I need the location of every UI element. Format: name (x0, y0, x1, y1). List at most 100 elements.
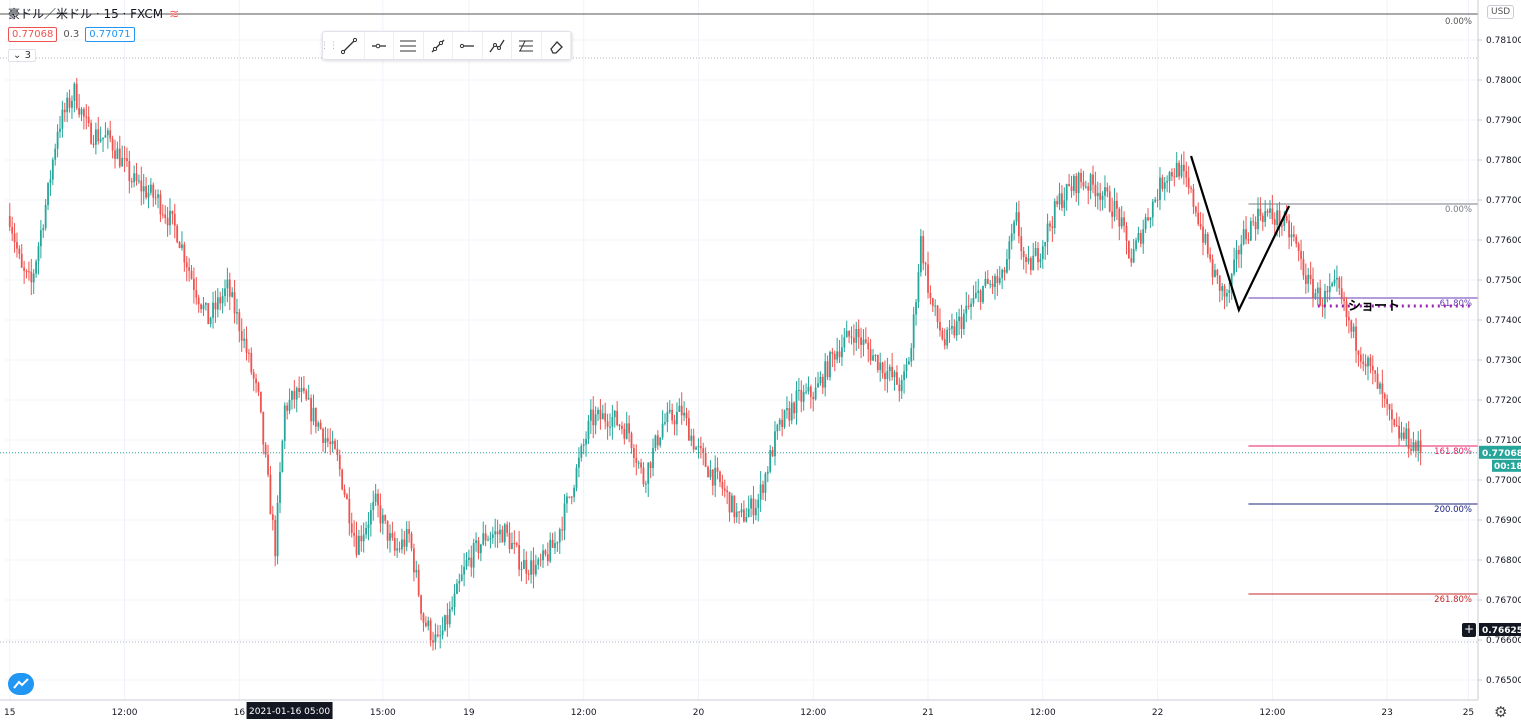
candle[interactable] (1297, 241, 1300, 262)
candle[interactable] (707, 465, 709, 478)
candle[interactable] (888, 364, 891, 382)
candle[interactable] (501, 525, 504, 543)
candle[interactable] (149, 177, 152, 196)
candle[interactable] (1017, 200, 1020, 244)
candle[interactable] (676, 402, 678, 436)
candle[interactable] (1309, 261, 1312, 285)
candle[interactable] (451, 596, 454, 612)
candle[interactable] (1226, 288, 1228, 307)
candle-series[interactable] (8, 77, 1422, 651)
candle[interactable] (919, 229, 922, 277)
candle[interactable] (860, 327, 862, 359)
candle[interactable] (238, 308, 241, 343)
candle[interactable] (661, 410, 664, 440)
candle[interactable] (379, 493, 382, 533)
candle[interactable] (690, 428, 693, 447)
candle[interactable] (161, 204, 164, 219)
candle[interactable] (1053, 198, 1056, 235)
candle[interactable] (986, 269, 989, 285)
candle[interactable] (1180, 154, 1183, 179)
candle[interactable] (570, 495, 573, 505)
candle[interactable] (1412, 431, 1415, 452)
candle[interactable] (867, 336, 870, 363)
candle[interactable] (243, 328, 246, 349)
candle[interactable] (18, 245, 21, 260)
candle[interactable] (594, 406, 597, 435)
candle[interactable] (228, 272, 231, 311)
candle[interactable] (518, 531, 521, 577)
candle[interactable] (1371, 355, 1374, 385)
candle[interactable] (649, 461, 652, 479)
candle[interactable] (1008, 235, 1011, 271)
candle[interactable] (702, 442, 705, 466)
candle[interactable] (876, 354, 879, 373)
candle[interactable] (1082, 170, 1085, 191)
candle[interactable] (740, 503, 743, 518)
candle[interactable] (1376, 367, 1379, 389)
candle[interactable] (152, 182, 155, 207)
candle[interactable] (336, 439, 339, 462)
candle[interactable] (836, 337, 839, 364)
candle[interactable] (668, 400, 671, 414)
candle[interactable] (802, 384, 805, 411)
candle[interactable] (114, 139, 116, 169)
candle[interactable] (1379, 381, 1381, 395)
candle[interactable] (389, 524, 391, 553)
candle[interactable] (1065, 183, 1068, 211)
candle[interactable] (94, 122, 97, 155)
candle[interactable] (365, 521, 367, 539)
candle[interactable] (1261, 212, 1264, 231)
candle[interactable] (998, 266, 1001, 286)
candle[interactable] (1070, 175, 1073, 198)
candle[interactable] (386, 520, 389, 549)
candle[interactable] (128, 150, 131, 194)
candle[interactable] (719, 470, 721, 488)
candle[interactable] (1278, 201, 1281, 238)
candle[interactable] (709, 460, 712, 481)
candle[interactable] (1149, 216, 1152, 228)
candle[interactable] (116, 141, 119, 160)
candle[interactable] (346, 492, 348, 500)
candle[interactable] (80, 107, 83, 122)
candle[interactable] (369, 503, 372, 537)
candle[interactable] (546, 542, 549, 566)
candle[interactable] (181, 231, 183, 251)
candle[interactable] (585, 431, 587, 457)
candle[interactable] (298, 376, 301, 398)
candle[interactable] (915, 298, 917, 326)
candle[interactable] (1159, 167, 1161, 211)
candle[interactable] (470, 545, 473, 577)
candle[interactable] (955, 312, 958, 341)
candle[interactable] (829, 350, 831, 381)
candle[interactable] (255, 373, 257, 393)
candle[interactable] (931, 297, 934, 312)
candle[interactable] (1151, 198, 1154, 227)
candle[interactable] (61, 100, 64, 138)
candle[interactable] (1259, 197, 1262, 221)
candle[interactable] (1395, 412, 1398, 427)
candle[interactable] (733, 495, 736, 524)
candle[interactable] (496, 519, 499, 549)
candle[interactable] (106, 127, 109, 149)
candle[interactable] (121, 145, 124, 167)
candle[interactable] (1414, 439, 1417, 458)
candle[interactable] (1144, 213, 1147, 233)
candle[interactable] (618, 423, 621, 431)
candle[interactable] (1161, 174, 1164, 192)
candle[interactable] (934, 299, 937, 317)
candle[interactable] (1206, 232, 1209, 258)
candle[interactable] (522, 548, 525, 570)
candle[interactable] (267, 444, 269, 478)
candle[interactable] (123, 146, 126, 173)
candle[interactable] (1010, 223, 1013, 250)
candle[interactable] (1324, 283, 1326, 319)
candle[interactable] (817, 371, 819, 388)
candle[interactable] (592, 396, 595, 439)
candle[interactable] (1034, 241, 1037, 257)
candle[interactable] (530, 550, 532, 584)
candle[interactable] (73, 82, 76, 113)
candle[interactable] (1364, 354, 1367, 376)
candle[interactable] (104, 122, 107, 138)
candle[interactable] (460, 564, 463, 582)
